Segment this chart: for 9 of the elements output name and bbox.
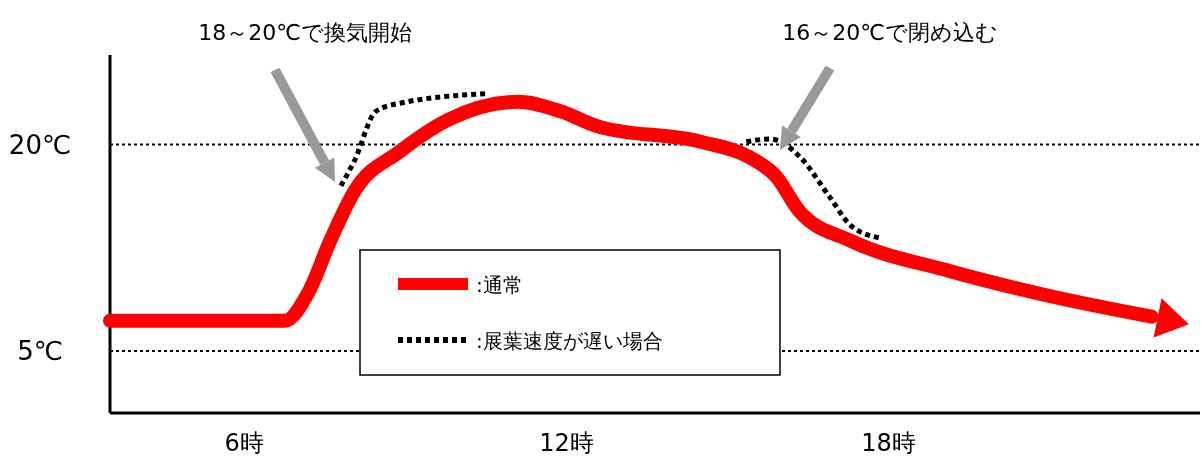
legend-label: :通常: [476, 273, 523, 297]
x-tick-label: 18時: [861, 429, 916, 457]
y-tick-label: 5℃: [17, 336, 63, 367]
x-tick-label: 12時: [539, 429, 594, 457]
y-tick-label: 20℃: [8, 129, 72, 160]
text: 18～20℃で換気開始: [198, 20, 412, 45]
text: 16～20℃で閉め込む: [782, 20, 998, 45]
legend-label: :展葉速度が遅い場合: [476, 329, 663, 353]
x-tick-label: 6時: [224, 429, 264, 457]
